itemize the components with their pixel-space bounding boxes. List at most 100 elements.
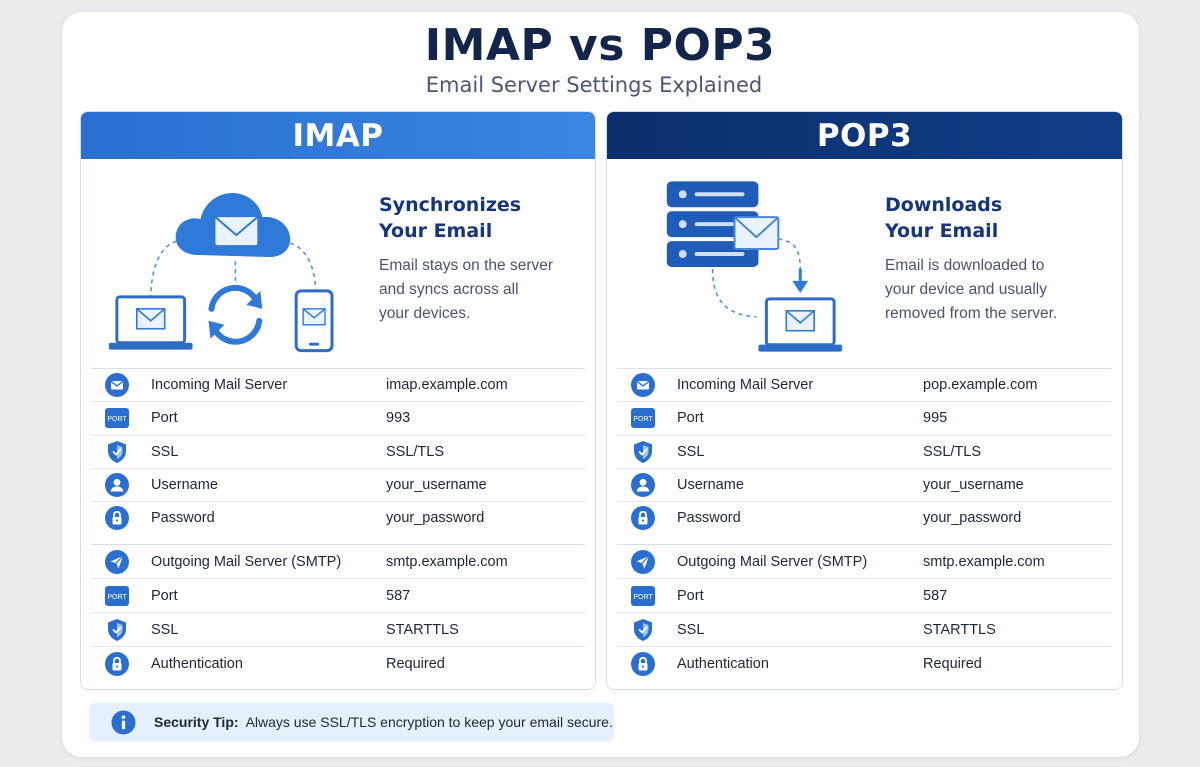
security-tip: Security Tip: Always use SSL/TLS encrypt… bbox=[89, 703, 614, 741]
settings-row: Outgoing Mail Server (SMTP) smtp.example.… bbox=[617, 544, 1112, 578]
settings-row: Outgoing Mail Server (SMTP) smtp.example.… bbox=[91, 544, 585, 578]
imap-desc-line: and syncs across all bbox=[379, 281, 519, 298]
pop3-heading: POP3 bbox=[607, 112, 1122, 159]
setting-label: Outgoing Mail Server (SMTP) bbox=[151, 553, 342, 570]
lock-icon bbox=[631, 651, 655, 676]
page-subtitle: Email Server Settings Explained bbox=[425, 73, 763, 97]
pop3-desc-text: Email is downloaded to your device and u… bbox=[885, 254, 1105, 326]
setting-label: Authentication bbox=[677, 655, 769, 672]
setting-value: 993 bbox=[386, 410, 411, 427]
pop3-download-illustration bbox=[666, 181, 843, 352]
setting-value: Required bbox=[386, 655, 445, 672]
setting-value: 587 bbox=[386, 587, 411, 604]
setting-label: Password bbox=[677, 510, 741, 527]
setting-label: Port bbox=[677, 587, 704, 604]
info-icon bbox=[111, 710, 136, 735]
sync-icon bbox=[208, 284, 263, 345]
svg-text:PORT: PORT bbox=[633, 594, 653, 601]
laptop-icon bbox=[108, 295, 193, 350]
pop3-desc-title-line: Your Email bbox=[885, 220, 999, 242]
setting-value: your_password bbox=[923, 510, 1022, 527]
settings-row: Password your_password bbox=[617, 501, 1112, 534]
settings-row: SSL STARTTLS bbox=[91, 612, 585, 646]
settings-row: SSL STARTTLS bbox=[617, 612, 1112, 646]
setting-label: Port bbox=[151, 410, 178, 427]
pop3-panel: POP3 Downl bbox=[606, 111, 1123, 690]
settings-row: SSL SSL/TLS bbox=[617, 434, 1112, 468]
setting-label: Authentication bbox=[151, 655, 243, 672]
settings-row: PORT Port 587 bbox=[617, 578, 1112, 612]
pop3-desc-title: Downloads Your Email bbox=[885, 192, 1105, 244]
setting-label: SSL bbox=[677, 443, 705, 460]
setting-label: SSL bbox=[677, 621, 705, 638]
shield-icon bbox=[105, 618, 129, 642]
pop3-desc-line: your device and usually bbox=[885, 281, 1047, 298]
lock-icon bbox=[105, 506, 129, 531]
port-icon: PORT bbox=[631, 584, 655, 608]
setting-value: your_password bbox=[386, 510, 485, 527]
settings-row: SSL SSL/TLS bbox=[91, 434, 585, 468]
user-icon bbox=[105, 473, 129, 498]
setting-value: smtp.example.com bbox=[923, 553, 1045, 570]
imap-desc-line: Email stays on the server bbox=[379, 257, 554, 274]
port-icon: PORT bbox=[631, 406, 655, 430]
setting-label: Username bbox=[151, 477, 218, 494]
port-icon: PORT bbox=[105, 584, 129, 608]
setting-value: smtp.example.com bbox=[386, 553, 508, 570]
shield-icon bbox=[631, 440, 655, 464]
page-title: IMAP vs POP3 bbox=[424, 20, 776, 71]
settings-row: Incoming Mail Server pop.example.com bbox=[617, 368, 1112, 401]
setting-value: 587 bbox=[923, 587, 948, 604]
lock-icon bbox=[631, 506, 655, 531]
setting-value: Required bbox=[923, 655, 982, 672]
imap-desc-title-line: Synchronizes bbox=[379, 194, 522, 216]
settings-row: Username your_username bbox=[617, 467, 1112, 501]
envelope-icon bbox=[631, 373, 655, 398]
setting-value: your_username bbox=[923, 477, 1024, 494]
setting-label: Incoming Mail Server bbox=[151, 377, 288, 394]
settings-row: Password your_password bbox=[91, 501, 585, 534]
imap-desc-title-line: Your Email bbox=[379, 220, 493, 242]
setting-value: 995 bbox=[923, 410, 948, 427]
settings-row: Incoming Mail Server imap.example.com bbox=[91, 368, 585, 401]
settings-row: Username your_username bbox=[91, 467, 585, 501]
setting-value: pop.example.com bbox=[923, 377, 1038, 394]
pop3-outgoing-settings: Outgoing Mail Server (SMTP) smtp.example.… bbox=[617, 544, 1112, 680]
setting-value: STARTTLS bbox=[923, 621, 996, 638]
security-tip-text: Security Tip: Always use SSL/TLS encrypt… bbox=[154, 714, 613, 730]
settings-row: PORT Port 993 bbox=[91, 401, 585, 434]
setting-label: Port bbox=[151, 587, 178, 604]
security-tip-message: Always use SSL/TLS encryption to keep yo… bbox=[245, 714, 613, 730]
pop3-desc-line: removed from the server. bbox=[885, 305, 1058, 322]
setting-label: Port bbox=[677, 410, 704, 427]
imap-desc-text: Email stays on the server and syncs acro… bbox=[379, 254, 579, 326]
envelope-icon bbox=[733, 216, 780, 251]
imap-incoming-settings: Incoming Mail Server imap.example.com PORT… bbox=[91, 368, 585, 534]
pop3-desc-line: Email is downloaded to bbox=[885, 257, 1045, 274]
user-icon bbox=[631, 473, 655, 498]
imap-outgoing-settings: Outgoing Mail Server (SMTP) smtp.example.… bbox=[91, 544, 585, 680]
setting-value: imap.example.com bbox=[386, 377, 508, 394]
setting-value: SSL/TLS bbox=[923, 443, 982, 460]
shield-icon bbox=[631, 618, 655, 642]
security-tip-label: Security Tip: bbox=[154, 714, 239, 730]
svg-text:PORT: PORT bbox=[633, 416, 653, 423]
svg-text:PORT: PORT bbox=[107, 416, 127, 423]
setting-value: SSL/TLS bbox=[386, 443, 445, 460]
envelope-icon bbox=[105, 373, 129, 398]
setting-label: Outgoing Mail Server (SMTP) bbox=[677, 553, 868, 570]
setting-label: Password bbox=[151, 510, 215, 527]
imap-desc-line: your devices. bbox=[379, 305, 471, 322]
laptop-icon bbox=[758, 297, 843, 352]
setting-value: your_username bbox=[386, 477, 487, 494]
imap-heading: IMAP bbox=[81, 112, 595, 159]
settings-row: PORT Port 587 bbox=[91, 578, 585, 612]
imap-desc-title: Synchronizes Your Email bbox=[379, 192, 579, 244]
setting-label: SSL bbox=[151, 621, 179, 638]
send-icon bbox=[631, 549, 655, 574]
phone-icon bbox=[294, 289, 334, 353]
port-icon: PORT bbox=[105, 406, 129, 430]
imap-panel: IMAP bbox=[80, 111, 596, 690]
lock-icon bbox=[105, 651, 129, 676]
setting-value: STARTTLS bbox=[386, 621, 459, 638]
